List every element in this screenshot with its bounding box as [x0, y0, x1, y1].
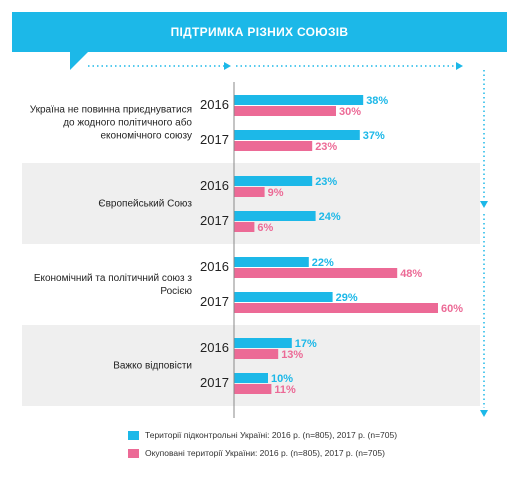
bar-controlled: [234, 176, 313, 186]
category-label: Європейський Союз: [98, 199, 192, 210]
category-label: Важко відповісти: [113, 361, 192, 372]
bar-occupied: [234, 384, 272, 394]
value-label: 23%: [315, 176, 337, 188]
value-label: 10%: [271, 373, 293, 385]
value-label: 37%: [363, 130, 385, 142]
value-label: 13%: [281, 349, 303, 361]
bar-controlled: [234, 130, 360, 140]
year-label: 2016: [200, 97, 229, 112]
bar-controlled: [234, 211, 316, 221]
legend-item-occupied: Окуповані території України: 2016 р. (n=…: [128, 448, 385, 458]
legend-swatch-controlled: [128, 430, 139, 440]
category-label: Росією: [160, 286, 192, 297]
bar-controlled: [234, 338, 292, 348]
bar-occupied: [234, 349, 279, 359]
category-label: Україна не повинна приєднуватися: [30, 105, 192, 116]
year-label: 2016: [200, 340, 229, 355]
value-label: 48%: [400, 268, 422, 280]
arrow-down-icon: [480, 201, 488, 208]
category-label: Економічний та політичний союз з: [34, 273, 193, 284]
legend-label-occupied: Окуповані території України: 2016 р. (n=…: [145, 448, 385, 458]
bar-controlled: [234, 292, 333, 302]
bar-occupied: [234, 303, 438, 313]
year-label: 2017: [200, 213, 229, 228]
bar-occupied: [234, 187, 265, 197]
value-label: 9%: [268, 187, 284, 199]
bar-controlled: [234, 95, 364, 105]
value-label: 22%: [312, 257, 334, 269]
bar-occupied: [234, 106, 336, 116]
value-label: 6%: [257, 222, 273, 234]
legend-item-controlled: Території підконтрольні Україні: 2016 р.…: [128, 430, 397, 440]
value-label: 30%: [339, 106, 361, 118]
chart-title: ПІДТРИМКА РІЗНИХ СОЮЗІВ: [170, 25, 349, 39]
value-label: 11%: [274, 384, 296, 396]
bar-controlled: [234, 373, 268, 383]
chart-title-banner: ПІДТРИМКА РІЗНИХ СОЮЗІВ: [12, 12, 507, 52]
value-label: 29%: [336, 292, 358, 304]
arrow-down-icon: [480, 410, 488, 417]
legend-label-controlled: Території підконтрольні Україні: 2016 р.…: [145, 430, 398, 440]
value-label: 60%: [441, 303, 463, 315]
legend-swatch-occupied: [128, 448, 139, 458]
arrow-right-icon: [224, 62, 231, 70]
value-label: 24%: [319, 211, 341, 223]
year-label: 2017: [200, 294, 229, 309]
value-label: 17%: [295, 338, 317, 350]
value-label: 23%: [315, 141, 337, 153]
bar-occupied: [234, 141, 313, 151]
bar-controlled: [234, 257, 309, 267]
year-label: 2016: [200, 259, 229, 274]
category-label: економічного союзу: [101, 131, 193, 142]
bar-occupied: [234, 268, 398, 278]
arrow-right-icon: [456, 62, 463, 70]
category-label: до жодного політичного або: [63, 117, 192, 129]
year-label: 2017: [200, 375, 229, 390]
bar-occupied: [234, 222, 255, 232]
year-label: 2017: [200, 132, 229, 147]
year-label: 2016: [200, 178, 229, 193]
value-label: 38%: [366, 95, 388, 107]
banner-pointer: [70, 52, 88, 70]
